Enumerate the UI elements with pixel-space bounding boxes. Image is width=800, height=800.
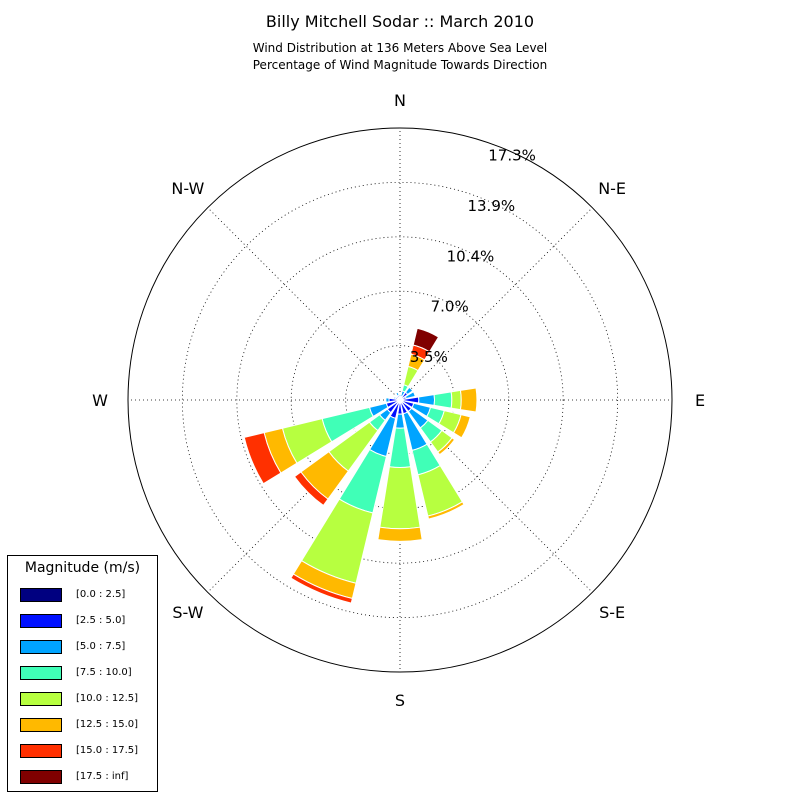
wind-bar-segment [377,526,423,542]
direction-label: S-W [172,603,203,622]
wind-bar-segment [452,414,471,439]
direction-label: E [695,391,705,410]
wind-bar-segment [385,397,390,403]
legend-swatch [20,744,62,758]
direction-label: W [92,391,108,410]
direction-label: S-E [599,603,625,622]
wind-bar-segment [243,432,282,485]
legend-label: [7.5 : 10.0] [76,667,132,678]
grid-circle [236,236,564,564]
legend-swatch [20,770,62,784]
legend-swatch [20,614,62,628]
wind-bar-segment [418,394,436,406]
wind-bar-segment [404,386,414,396]
radial-grid-line [399,207,593,401]
wind-bar-segment [393,396,397,400]
legend-label: [0.0 : 2.5] [76,589,126,600]
direction-label: N-E [598,179,626,198]
legend-swatch [20,692,62,706]
wind-bar-segment [388,427,412,469]
radial-tick-label: 13.9% [467,197,515,215]
wind-bar-segment [395,413,405,429]
legend-label: [12.5 : 15.0] [76,719,139,730]
wind-bar-segment [437,437,456,456]
wind-bar-segment [290,573,353,604]
direction-label: N-W [171,179,204,198]
chart-title: Billy Mitchell Sodar :: March 2010 [265,12,535,31]
legend-label: [10.0 : 12.5] [76,693,139,704]
wind-bar-segment [412,327,440,353]
radial-tick-label: 10.4% [447,247,495,265]
legend-label: [2.5 : 5.0] [76,615,126,626]
chart-subtitle-line-1: Wind Distribution at 136 Meters Above Se… [252,41,548,55]
wind-bar-segment [427,501,465,520]
direction-label: N [394,91,406,110]
chart-subtitle-line-2: Percentage of Wind Magnitude Towards Dir… [252,58,548,72]
radial-tick-label: 3.5% [410,348,448,366]
radial-tick-label: 7.0% [431,297,469,315]
grid-circle [181,181,619,619]
radial-tick-label: 17.3% [488,147,536,165]
direction-label: S [395,691,405,710]
legend-swatch [20,640,62,654]
wind-bar-segment [450,389,462,411]
legend-swatch [20,588,62,602]
legend-label: [5.0 : 7.5] [76,641,126,652]
legend-label: [15.0 : 17.5] [76,745,139,756]
wind-bar-segment [379,466,421,530]
wind-bar-segment [395,391,400,397]
legend-swatch [20,666,62,680]
wind-bar-segment [404,391,416,400]
wind-bar-segment [459,387,478,413]
legend-title: Magnitude (m/s) [24,560,141,576]
wind-bar-segment [398,392,402,395]
wind-bar-segment [293,471,329,507]
legend: Magnitude (m/s) [0.0 : 2.5] [2.5 : 5.0] … [7,555,158,792]
polar-frame [127,127,673,673]
legend-label: [17.5 : inf] [76,771,129,782]
legend-swatch [20,718,62,732]
radial-grid-line [207,207,401,401]
wind-bar-segment [433,391,453,409]
grid-circle [290,290,510,510]
